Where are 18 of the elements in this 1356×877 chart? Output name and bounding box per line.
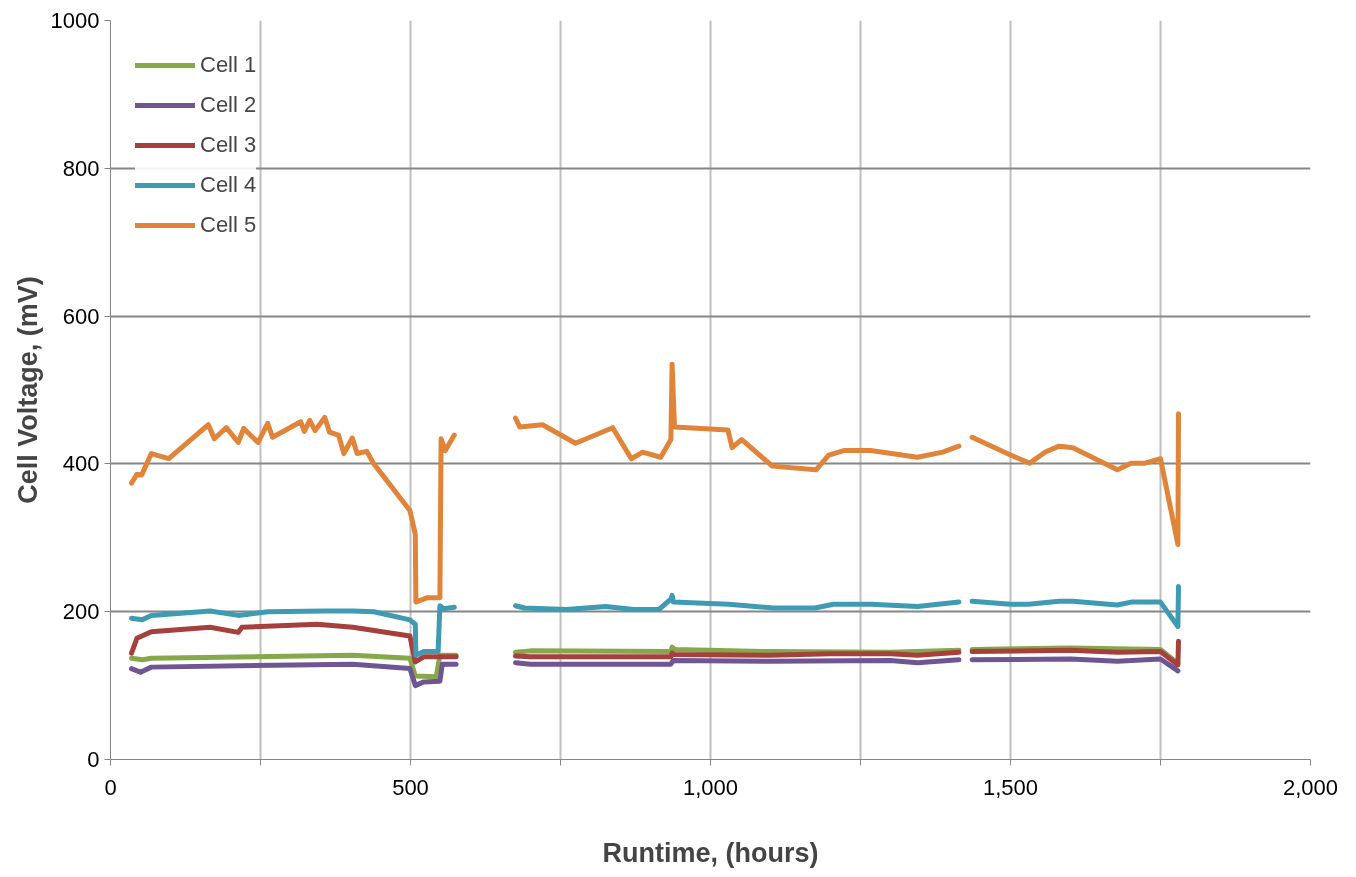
y-tick-label: 1000 (50, 8, 100, 33)
y-tick-label: 0 (87, 747, 100, 772)
y-tick-label: 600 (62, 303, 100, 329)
y-axis-title: Cell Voltage, (mV) (12, 276, 43, 504)
x-tick-label: 0 (104, 774, 117, 800)
x-tick-label: 1,000 (682, 774, 739, 800)
x-axis-title: Runtime, (hours) (602, 837, 819, 868)
legend-label: Cell 5 (200, 211, 257, 239)
y-tick-label: 200 (62, 599, 100, 625)
x-tick-label: 1,500 (982, 774, 1039, 800)
legend-label: Cell 2 (200, 91, 257, 119)
x-tick-label: 2,000 (1282, 774, 1339, 800)
legend-label: Cell 3 (200, 131, 257, 159)
y-tick-label: 400 (62, 451, 100, 477)
x-tick-label: 500 (392, 774, 429, 800)
legend-label: Cell 4 (200, 171, 257, 199)
legend-label: Cell 1 (200, 51, 257, 79)
y-tick-label: 800 (62, 155, 100, 181)
